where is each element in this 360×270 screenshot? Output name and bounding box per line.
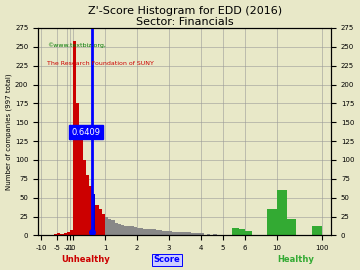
Bar [76, 103, 80, 235]
Bar [166, 231, 169, 235]
Text: 0.6409: 0.6409 [72, 127, 100, 137]
Bar [134, 227, 137, 235]
Bar [67, 232, 70, 235]
Bar [239, 230, 245, 235]
Bar [147, 229, 150, 235]
Bar [73, 41, 76, 235]
Text: ©www.textbiz.org,: ©www.textbiz.org, [47, 42, 106, 48]
Bar [89, 186, 92, 235]
Bar [64, 233, 67, 235]
Bar [175, 232, 178, 235]
Text: Healthy: Healthy [278, 255, 315, 264]
Bar [150, 230, 153, 235]
Bar [169, 231, 172, 235]
Text: Unhealthy: Unhealthy [62, 255, 110, 264]
Bar [83, 160, 86, 235]
Bar [80, 137, 83, 235]
Bar [185, 232, 188, 235]
Bar [267, 209, 277, 235]
Bar [197, 233, 201, 235]
Bar [114, 222, 118, 235]
Text: Score: Score [154, 255, 180, 264]
Bar [118, 224, 121, 235]
Bar [277, 190, 287, 235]
Bar [137, 228, 140, 235]
Bar [111, 220, 114, 235]
Bar [191, 233, 194, 235]
Bar [121, 225, 124, 235]
Bar [178, 232, 181, 235]
Bar [153, 230, 156, 235]
Bar [201, 233, 204, 235]
Bar [207, 234, 210, 235]
Bar [143, 229, 147, 235]
Bar [127, 226, 130, 235]
Bar [86, 175, 89, 235]
Bar [92, 194, 95, 235]
Bar [140, 228, 143, 235]
Bar [54, 234, 57, 235]
Text: The Research Foundation of SUNY: The Research Foundation of SUNY [47, 61, 154, 66]
Bar [70, 230, 73, 235]
Bar [124, 226, 127, 235]
Bar [245, 231, 252, 235]
Bar [181, 232, 185, 235]
Bar [233, 228, 239, 235]
Bar [287, 219, 296, 235]
Bar [57, 233, 60, 235]
Bar [105, 217, 108, 235]
Bar [108, 219, 111, 235]
Bar [102, 214, 105, 235]
Bar [172, 232, 175, 235]
Bar [130, 226, 134, 235]
Y-axis label: Number of companies (997 total): Number of companies (997 total) [5, 73, 12, 190]
Bar [194, 233, 197, 235]
Bar [213, 234, 216, 235]
Title: Z'-Score Histogram for EDD (2016)
Sector: Financials: Z'-Score Histogram for EDD (2016) Sector… [87, 6, 282, 27]
Bar [162, 231, 166, 235]
Bar [95, 205, 99, 235]
Bar [312, 226, 322, 235]
Bar [188, 232, 191, 235]
Bar [99, 209, 102, 235]
Bar [156, 230, 159, 235]
Bar [60, 234, 64, 235]
Bar [159, 230, 162, 235]
